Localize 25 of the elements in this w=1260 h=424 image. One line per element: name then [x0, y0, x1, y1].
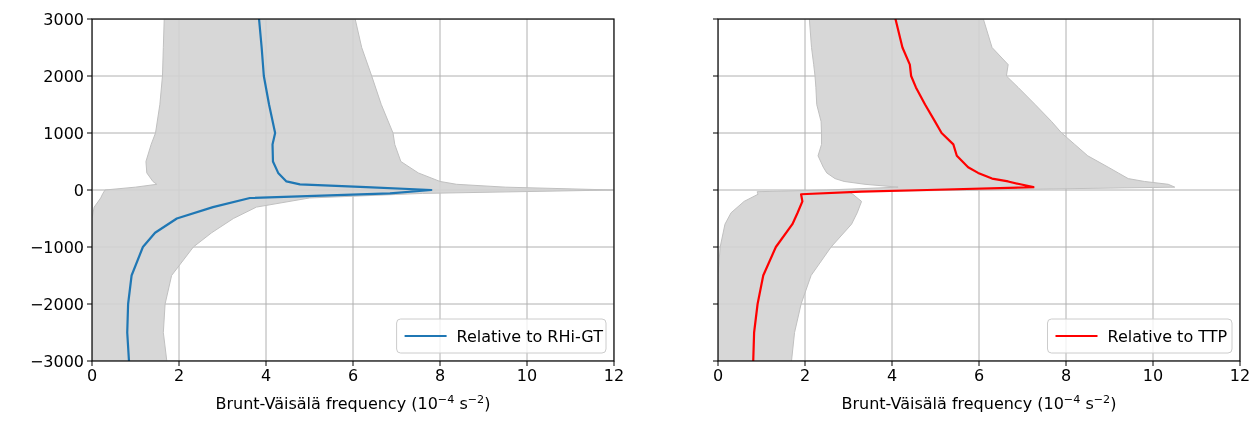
- y-tick-label: 2000: [43, 66, 84, 86]
- x-tick-label: 4: [886, 366, 898, 385]
- x-tick-label: 8: [434, 366, 446, 385]
- x-tick-label: 2: [799, 366, 811, 385]
- x-tick-label: 8: [1060, 366, 1072, 385]
- x-tick-label: 2: [173, 366, 185, 385]
- y-tick-label: 3000: [43, 9, 84, 29]
- y-tick-label: 0: [73, 180, 84, 200]
- y-tick-label: −3000: [29, 351, 84, 371]
- x-axis-title: Brunt-Väisälä frequency (10$^{−4}$ s$^{−2}$): [841, 392, 1117, 413]
- x-tick-label: 0: [86, 366, 98, 385]
- x-axis-title: Brunt-Väisälä frequency (10$^{−4}$ s$^{−2}$): [215, 392, 491, 413]
- legend-label: Relative to RHi-GT: [456, 326, 604, 346]
- x-tick-label: 12: [1229, 366, 1251, 385]
- x-tick-label: 4: [260, 366, 272, 385]
- x-tick-label: 6: [347, 366, 359, 385]
- y-tick-label: 1000: [43, 123, 84, 143]
- x-tick-label: 10: [1142, 366, 1164, 385]
- x-tick-label: 0: [712, 366, 724, 385]
- y-tick-label: −2000: [29, 294, 84, 314]
- x-tick-label: 10: [516, 366, 538, 385]
- x-tick-label: 6: [973, 366, 985, 385]
- y-tick-label: −1000: [29, 237, 84, 257]
- legend-label: Relative to TTP: [1107, 326, 1228, 346]
- x-tick-label: 12: [603, 366, 625, 385]
